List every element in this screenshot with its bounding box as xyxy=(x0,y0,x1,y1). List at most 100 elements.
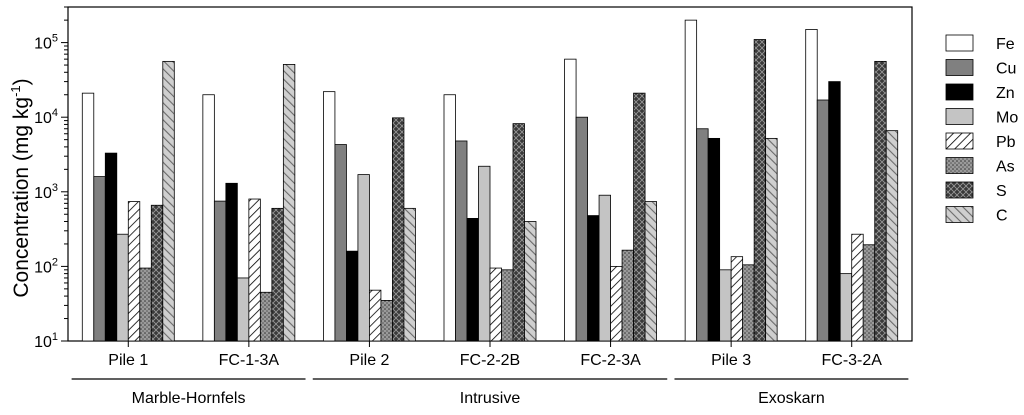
bar-fe xyxy=(564,58,577,342)
bar-s xyxy=(271,207,284,342)
bar-c xyxy=(524,221,537,342)
bar-pb xyxy=(127,201,141,342)
group-label: Exoskarn xyxy=(758,390,825,407)
bar-cu xyxy=(93,176,106,342)
bar-pb xyxy=(489,267,502,342)
bar-zn xyxy=(225,182,238,342)
x-tick-label: Pile 2 xyxy=(349,352,389,369)
bar-cu xyxy=(334,144,347,342)
bar-mo xyxy=(719,269,732,342)
bar-s xyxy=(392,117,405,342)
y-axis-title-sup: -1 xyxy=(8,85,23,97)
bar-fe xyxy=(443,94,456,342)
legend-label-pb: Pb xyxy=(996,134,1016,151)
legend-label-s: S xyxy=(996,183,1007,200)
legend-swatch-fe xyxy=(945,34,974,52)
bars xyxy=(81,19,899,342)
legend-swatch-as xyxy=(945,157,974,174)
bar-s xyxy=(633,92,646,342)
bar-cu xyxy=(816,99,830,342)
legend-label-mo: Mo xyxy=(996,110,1018,127)
bar-c xyxy=(885,130,899,342)
bar-zn xyxy=(707,137,721,342)
bar-fe xyxy=(323,91,336,342)
x-tick-label: Pile 3 xyxy=(711,352,751,369)
bar-as xyxy=(139,267,152,342)
group-label: Marble-Hornfels xyxy=(132,390,246,407)
bar-c xyxy=(644,201,657,342)
bar-pb xyxy=(851,233,864,342)
bar-as xyxy=(742,264,755,342)
bar-mo xyxy=(478,165,491,342)
x-tick-label: FC-3-2A xyxy=(821,352,882,369)
y-tick-exponent: 3 xyxy=(52,182,58,194)
legend-label-fe: Fe xyxy=(996,36,1015,53)
bar-c xyxy=(765,137,778,342)
bar-zn xyxy=(828,81,841,342)
legend-swatch-zn xyxy=(945,83,974,101)
bar-fe xyxy=(805,29,818,342)
y-tick-base: 10 xyxy=(34,110,52,127)
bar-as xyxy=(862,244,876,342)
bar-mo xyxy=(236,277,250,342)
legend-label-c: C xyxy=(996,208,1008,225)
x-tick-label: FC-2-2B xyxy=(460,352,520,369)
bar-pb xyxy=(248,198,261,342)
bar-zn xyxy=(466,217,479,342)
legend: Fe Cu Zn Mo Pb As SC xyxy=(945,34,1018,225)
bar-s xyxy=(150,204,164,342)
bar-s xyxy=(512,123,525,342)
y-axis-title: Concentration (mg kg-1) xyxy=(8,78,33,297)
bar-as xyxy=(501,269,514,342)
group-label: Intrusive xyxy=(460,390,521,407)
y-tick-exponent: 5 xyxy=(52,33,58,45)
legend-label-as: As xyxy=(996,159,1015,176)
legend-label-cu: Cu xyxy=(996,61,1016,78)
bar-mo xyxy=(598,194,611,342)
legend-swatch-s xyxy=(945,181,974,199)
legend-label-zn: Zn xyxy=(996,85,1015,102)
legend-swatch-cu xyxy=(945,59,974,76)
y-tick-base: 10 xyxy=(34,185,52,202)
bar-c xyxy=(162,60,175,342)
y-tick-base: 10 xyxy=(34,36,52,53)
bar-zn xyxy=(104,152,118,342)
bar-mo xyxy=(839,273,853,342)
bar-fe xyxy=(684,19,698,342)
bar-c xyxy=(403,207,416,342)
bar-zn xyxy=(587,215,600,342)
bar-pb xyxy=(610,265,623,342)
bar-pb xyxy=(369,289,382,342)
bar-s xyxy=(874,60,887,342)
bar-as xyxy=(621,249,634,342)
y-tick-label: 103 xyxy=(34,182,58,202)
y-tick-exponent: 1 xyxy=(52,331,58,343)
bar-as xyxy=(380,300,393,342)
bar-as xyxy=(259,291,273,342)
legend-swatch-pb xyxy=(945,132,974,150)
x-tick-label: FC-2-3A xyxy=(580,352,641,369)
y-tick-exponent: 2 xyxy=(52,256,58,268)
bar-cu xyxy=(696,128,709,342)
y-axis-title-main: Concentration (mg kg xyxy=(10,97,33,298)
y-axis-title-close: ) xyxy=(10,78,33,85)
y-tick-base: 10 xyxy=(34,259,52,276)
x-tick-label: FC-1-3A xyxy=(219,352,280,369)
y-tick-label: 102 xyxy=(34,256,58,276)
bar-fe xyxy=(202,94,215,342)
y-tick-label: 105 xyxy=(34,33,58,53)
y-tick-label: 104 xyxy=(34,107,58,127)
bar-mo xyxy=(116,233,129,342)
bar-pb xyxy=(730,256,744,342)
legend-swatch-c xyxy=(945,206,974,223)
legend-swatch-mo xyxy=(945,108,974,125)
bar-cu xyxy=(575,116,588,342)
bar-cu xyxy=(455,140,468,342)
bar-mo xyxy=(357,174,370,342)
bar-cu xyxy=(213,200,227,342)
y-tick-base: 10 xyxy=(34,334,52,351)
y-tick-label: 101 xyxy=(34,331,58,351)
